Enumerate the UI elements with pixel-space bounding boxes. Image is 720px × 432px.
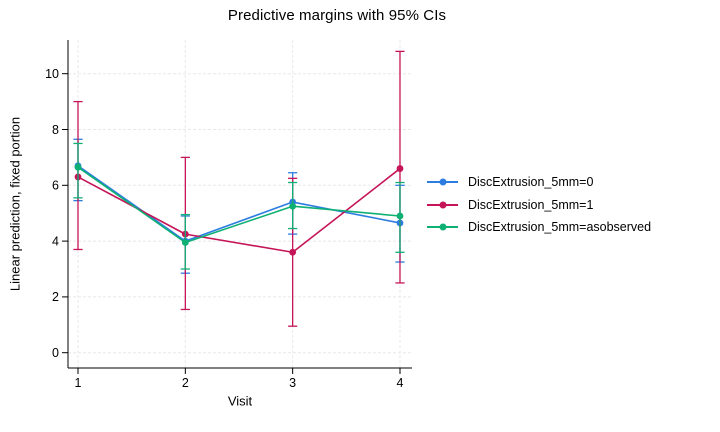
y-tick-label: 4 (52, 234, 59, 248)
y-tick-label: 8 (52, 123, 59, 137)
data-point (289, 202, 297, 210)
chart-title: Predictive margins with 95% CIs (227, 7, 447, 24)
x-tick-label: 1 (75, 376, 82, 390)
legend: DiscExtrusion_5mm=0 DiscExtrusion_5mm=1 Di… (427, 171, 651, 238)
legend-dot-icon (439, 223, 446, 231)
y-tick-label: 0 (52, 346, 59, 360)
legend-item: DiscExtrusion_5mm=asobserved (427, 216, 651, 238)
data-point (181, 239, 189, 246)
y-tick-label: 2 (52, 290, 59, 304)
y-tick-label: 10 (45, 67, 59, 81)
series-line (77, 165, 401, 242)
legend-marker-icon (427, 200, 458, 209)
series-group (73, 138, 405, 274)
data-point (74, 163, 82, 171)
x-tick-label: 3 (289, 376, 296, 390)
legend-marker-icon (427, 222, 458, 231)
series-group (73, 142, 405, 270)
legend-dot-icon (439, 201, 446, 209)
x-tick-label: 2 (182, 376, 189, 390)
series-line (77, 166, 401, 244)
legend-marker-icon (427, 178, 458, 187)
legend-dot-icon (439, 178, 446, 186)
legend-item: DiscExtrusion_5mm=1 (427, 193, 651, 215)
x-tick-label: 4 (397, 376, 404, 390)
series-group (73, 50, 405, 327)
data-point (289, 248, 297, 256)
data-point (396, 165, 404, 172)
legend-item: DiscExtrusion_5mm=0 (427, 171, 651, 193)
series-line (77, 167, 401, 254)
gridlines (68, 40, 412, 368)
y-tick-label: 6 (52, 179, 59, 193)
legend-label: DiscExtrusion_5mm=0 (468, 175, 594, 190)
legend-label: DiscExtrusion_5mm=1 (468, 197, 594, 212)
data-point (396, 212, 404, 220)
x-axis-label: Visit (227, 393, 253, 409)
legend-label: DiscExtrusion_5mm=asobserved (468, 219, 652, 234)
